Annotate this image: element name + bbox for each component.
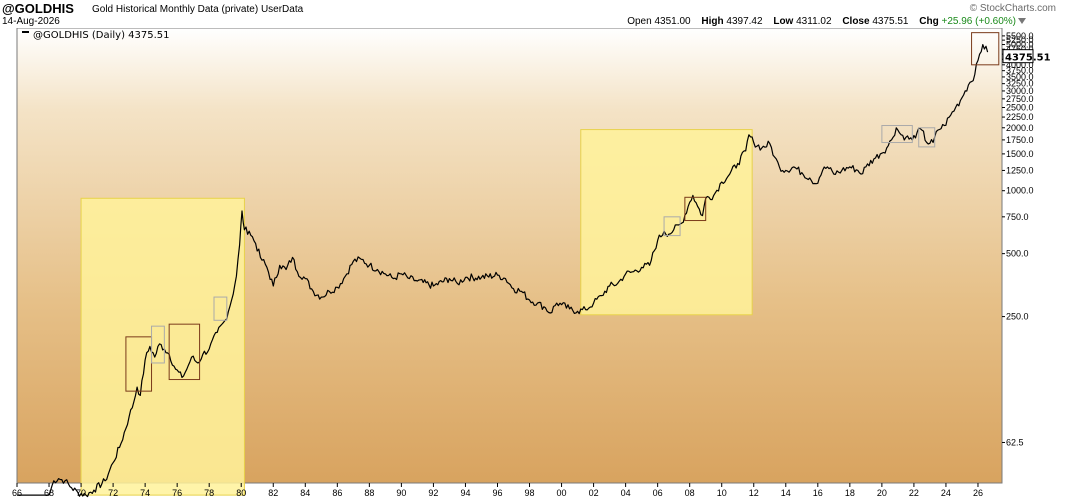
y-tick-label: 62.5 — [1006, 437, 1024, 447]
x-tick-label: 66 — [12, 488, 22, 498]
y-tick-label: 3500.0 — [1006, 72, 1034, 82]
y-tick-label: 3750.0 — [1006, 66, 1034, 76]
x-tick-label: 88 — [364, 488, 374, 498]
x-tick-label: 20 — [877, 488, 887, 498]
series-line-goldhis — [17, 44, 989, 498]
x-tick-label: 08 — [685, 488, 695, 498]
x-tick-label: 02 — [589, 488, 599, 498]
chg-label: Chg — [919, 16, 939, 27]
x-tick-label: 96 — [492, 488, 502, 498]
symbol-title: @GOLDHIS — [2, 1, 74, 16]
y-tick-label: 250.0 — [1006, 312, 1029, 322]
x-tick-label: 70 — [76, 488, 86, 498]
pattern-box — [168, 323, 201, 381]
x-tick-label: 90 — [396, 488, 406, 498]
y-tick-label: 1250.0 — [1006, 165, 1034, 175]
x-tick-label: 22 — [909, 488, 919, 498]
x-tick-label: 00 — [557, 488, 567, 498]
x-tick-label: 12 — [749, 488, 759, 498]
x-tick-label: 14 — [781, 488, 791, 498]
pattern-box — [125, 336, 153, 392]
y-tick-label: 2750.0 — [1006, 94, 1034, 104]
pattern-box — [663, 216, 681, 237]
x-tick-label: 98 — [525, 488, 535, 498]
last-value-flag: 4375.51 — [1002, 49, 1051, 64]
dropdown-arrow-icon[interactable] — [1018, 18, 1026, 24]
y-tick-label: 5000.0 — [1006, 40, 1034, 50]
x-tick-label: 76 — [172, 488, 182, 498]
quote-summary: Open 4351.00 High 4397.42 Low 4311.02 Cl… — [627, 16, 1016, 27]
x-tick-label: 10 — [717, 488, 727, 498]
x-tick-label: 26 — [973, 488, 983, 498]
x-tick-label: 24 — [941, 488, 951, 498]
price-chart: @GOLDHIS (Daily) 4375.51 62.5 250.0 500.0 7… — [12, 28, 1051, 498]
x-tick-label: 84 — [300, 488, 310, 498]
y-tick-label: 1750.0 — [1006, 135, 1034, 145]
open-value: 4351.00 — [654, 16, 691, 27]
y-tick-label: 5500.0 — [1006, 31, 1034, 41]
last-value-label: 4375.51 — [1005, 53, 1051, 64]
y-tick-label: 750.0 — [1006, 212, 1029, 222]
pattern-box — [684, 196, 707, 222]
pattern-box — [151, 325, 165, 364]
open-label: Open — [627, 16, 652, 27]
y-tick-label: 3000.0 — [1006, 86, 1034, 96]
x-tick-label: 74 — [140, 488, 150, 498]
pattern-box — [213, 296, 228, 321]
brand-watermark: © StockCharts.com — [969, 3, 1056, 14]
x-tick-label: 86 — [332, 488, 342, 498]
legend-swatch — [22, 31, 29, 33]
y-tick-label: 500.0 — [1006, 249, 1029, 259]
x-tick-label: 68 — [44, 488, 54, 498]
low-label: Low — [773, 16, 794, 27]
pattern-box — [881, 125, 913, 144]
high-label: High — [701, 16, 724, 27]
close-value: 4375.51 — [872, 16, 909, 27]
x-tick-label: 92 — [428, 488, 438, 498]
pattern-box — [918, 127, 936, 148]
y-tick-label: 4000.0 — [1006, 60, 1034, 70]
x-tick-label: 04 — [621, 488, 631, 498]
x-tick-label: 82 — [268, 488, 278, 498]
y-tick-label: 3250.0 — [1006, 79, 1034, 89]
close-label: Close — [842, 16, 870, 27]
y-tick-label: 2500.0 — [1006, 102, 1034, 112]
legend-label: @GOLDHIS (Daily) 4375.51 — [33, 30, 170, 41]
x-tick-label: 72 — [108, 488, 118, 498]
chart-header: @GOLDHIS Gold Historical Monthly Data (p… — [0, 0, 1068, 28]
y-tick-label: 1000.0 — [1006, 186, 1034, 196]
x-tick-label: 06 — [653, 488, 663, 498]
y-tick-label: 2000.0 — [1006, 123, 1034, 133]
high-value: 4397.42 — [726, 16, 763, 27]
x-tick-label: 94 — [460, 488, 470, 498]
highlight-zone — [580, 129, 753, 316]
highlight-zone — [80, 197, 245, 496]
y-tick-label: 2250.0 — [1006, 112, 1034, 122]
x-tick-label: 18 — [845, 488, 855, 498]
chart-description: Gold Historical Monthly Data (private) U… — [92, 4, 304, 15]
y-tick-label: 1500.0 — [1006, 149, 1034, 159]
pattern-box — [971, 32, 1000, 66]
x-tick-label: 78 — [204, 488, 214, 498]
chg-value: +25.96 (+0.60%) — [941, 16, 1017, 27]
low-value: 4311.02 — [796, 16, 832, 27]
chart-date: 14-Aug-2026 — [2, 16, 60, 27]
x-tick-label: 16 — [813, 488, 823, 498]
y-tick-label: 5250.0 — [1006, 35, 1034, 45]
x-tick-label: 80 — [236, 488, 246, 498]
